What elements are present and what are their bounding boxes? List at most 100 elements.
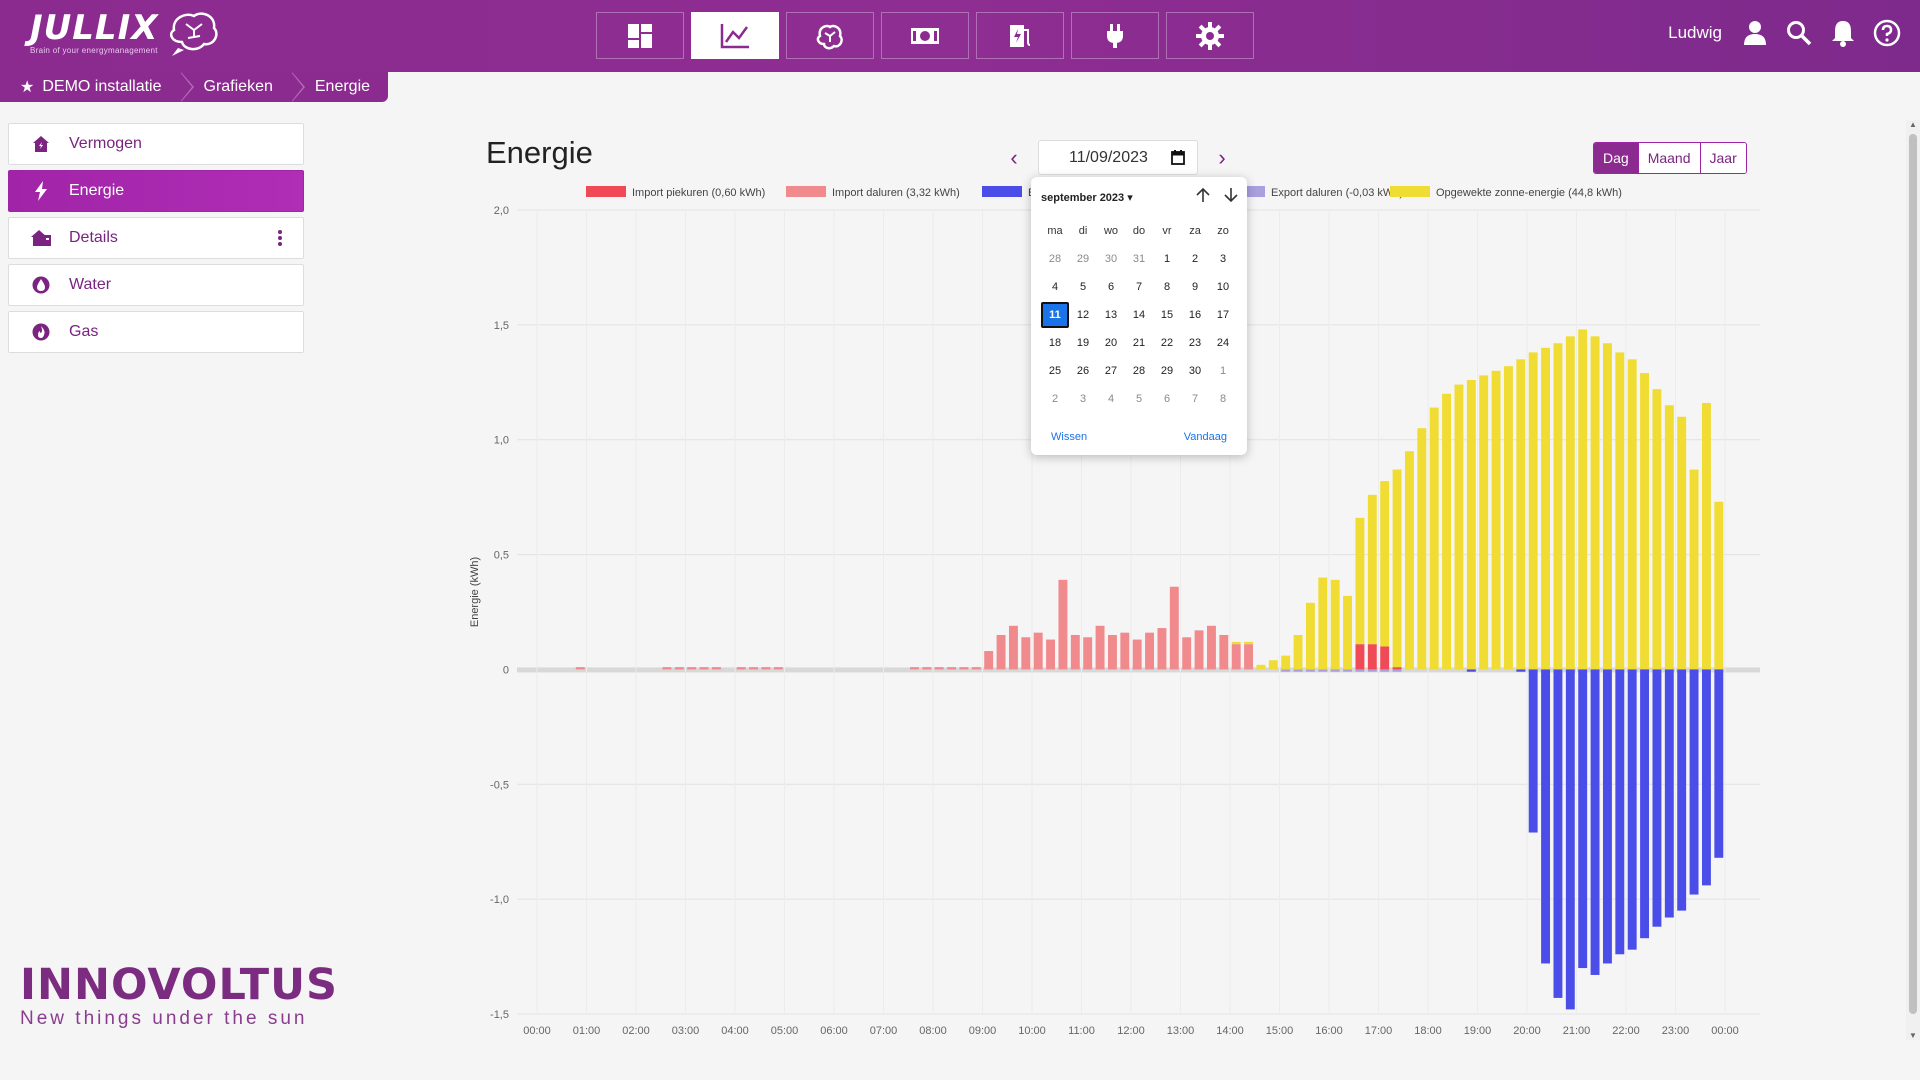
sidebar-item-water[interactable]: Water [8, 264, 304, 306]
chart-bar-opgewekte-zonne-energie[interactable] [1244, 641, 1254, 645]
chart-bar-opgewekte-zonne-energie[interactable] [1553, 343, 1563, 670]
chart-bar-import-daluren[interactable] [1145, 632, 1155, 670]
chart-bar-import-daluren[interactable] [736, 667, 746, 670]
help-icon[interactable] [1872, 18, 1902, 48]
chart-bar-opgewekte-zonne-energie[interactable] [1541, 347, 1551, 670]
chart-bar-opgewekte-zonne-energie[interactable] [1503, 366, 1513, 670]
chart-bar-import-daluren[interactable] [575, 667, 585, 670]
legend-label[interactable]: Export daluren (-0,03 kWh) [1271, 187, 1403, 199]
chart-bar-import-daluren[interactable] [959, 667, 969, 670]
chart-bar-export-daluren[interactable] [1293, 669, 1303, 672]
chart-bar-opgewekte-zonne-energie[interactable] [1281, 655, 1291, 670]
calendar-day[interactable]: 5 [1135, 393, 1143, 405]
calendar-day[interactable]: 30 [1104, 253, 1118, 265]
search-icon[interactable] [1784, 18, 1814, 48]
chart-bar-opgewekte-zonne-energie[interactable] [1578, 329, 1588, 670]
chart-bar-import-daluren[interactable] [674, 667, 684, 670]
scrollbar[interactable]: ▲ ▼ [1906, 120, 1920, 1040]
calendar-day[interactable]: 20 [1104, 337, 1118, 349]
chart-bar-export-piekuren[interactable] [1602, 669, 1612, 964]
calendar-day[interactable]: 10 [1216, 281, 1230, 293]
chart-bar-export-daluren[interactable] [1380, 669, 1390, 672]
calendar-icon[interactable] [1171, 150, 1185, 170]
chart-bar-import-daluren[interactable] [1231, 644, 1241, 670]
chart-bar-opgewekte-zonne-energie[interactable] [1404, 451, 1414, 670]
chart-bar-export-piekuren[interactable] [1677, 669, 1687, 911]
chart-bar-export-daluren[interactable] [1281, 669, 1291, 672]
chart-bar-export-daluren[interactable] [1305, 669, 1315, 672]
calendar-day[interactable]: 18 [1048, 337, 1062, 349]
chart-bar-import-daluren[interactable] [1157, 628, 1167, 670]
chart-bar-opgewekte-zonne-energie[interactable] [1392, 469, 1402, 668]
chart-bar-opgewekte-zonne-energie[interactable] [1479, 375, 1489, 670]
period-month-button[interactable]: Maand [1637, 143, 1700, 173]
chart-bar-import-daluren[interactable] [1107, 634, 1117, 670]
chart-bar-import-daluren[interactable] [1033, 632, 1043, 670]
chart-bar-export-piekuren[interactable] [1590, 669, 1600, 975]
chart-bar-import-piekuren[interactable] [1355, 644, 1365, 670]
calendar-day[interactable]: 7 [1191, 393, 1199, 405]
chart-bar-import-daluren[interactable] [1058, 579, 1068, 670]
chart-bar-opgewekte-zonne-energie[interactable] [1466, 379, 1476, 670]
chart-bar-import-daluren[interactable] [971, 667, 981, 670]
chart-bar-opgewekte-zonne-energie[interactable] [1602, 343, 1612, 670]
nav-settings[interactable] [1166, 12, 1254, 59]
chart-bar-import-daluren[interactable] [922, 667, 932, 670]
chart-bar-import-daluren[interactable] [699, 667, 709, 670]
chart-bar-import-daluren[interactable] [1182, 637, 1192, 670]
chart-bar-import-daluren[interactable] [1008, 625, 1018, 670]
chart-bar-opgewekte-zonne-energie[interactable] [1652, 389, 1662, 670]
chart-bar-opgewekte-zonne-energie[interactable] [1293, 634, 1303, 670]
chart-bar-opgewekte-zonne-energie[interactable] [1714, 501, 1724, 670]
calendar-day[interactable]: 11 [1041, 302, 1069, 328]
chart-bar-export-piekuren[interactable] [1689, 669, 1699, 895]
calendar-day[interactable]: 29 [1160, 365, 1174, 377]
chart-bar-import-daluren[interactable] [1083, 637, 1093, 670]
calendar-day[interactable]: 8 [1163, 281, 1171, 293]
legend-label[interactable]: Import piekuren (0,60 kWh) [632, 187, 765, 199]
chart-bar-import-piekuren[interactable] [1392, 667, 1402, 670]
chart-bar-opgewekte-zonne-energie[interactable] [1256, 664, 1266, 670]
chart-bar-opgewekte-zonne-energie[interactable] [1689, 469, 1699, 670]
chart-bar-opgewekte-zonne-energie[interactable] [1442, 393, 1452, 670]
chart-bar-export-piekuren[interactable] [1640, 669, 1650, 939]
chart-bar-opgewekte-zonne-energie[interactable] [1454, 384, 1464, 670]
calendar-day[interactable]: 23 [1188, 337, 1202, 349]
chart-bar-import-daluren[interactable] [1194, 630, 1204, 670]
jullix-logo[interactable]: JULLIX Brain of your energymanagement [30, 8, 218, 56]
calendar-day[interactable]: 25 [1048, 365, 1062, 377]
chart-bar-export-piekuren[interactable] [1565, 669, 1575, 1010]
chart-bar-export-piekuren[interactable] [1516, 669, 1526, 672]
chart-bar-export-piekuren[interactable] [1541, 669, 1551, 964]
nav-charts[interactable] [691, 12, 779, 59]
calendar-day[interactable]: 8 [1219, 393, 1227, 405]
calendar-day[interactable]: 28 [1132, 365, 1146, 377]
chart-bar-export-piekuren[interactable] [1664, 669, 1674, 918]
month-selector[interactable]: september 2023 ▾ [1041, 191, 1133, 204]
legend-swatch[interactable] [786, 186, 826, 197]
nav-charging[interactable] [976, 12, 1064, 59]
energy-chart[interactable]: 2,0 1,5 1,0 0,5 0 -0,5 -1,0 -1,5 00:00 01:00 02:00… [460, 180, 1780, 1050]
chart-bar-opgewekte-zonne-energie[interactable] [1318, 577, 1328, 670]
sidebar-item-vermogen[interactable]: Vermogen [8, 123, 304, 165]
chart-bar-import-daluren[interactable] [1095, 625, 1105, 670]
calendar-day[interactable]: 3 [1219, 253, 1227, 265]
sidebar-item-gas[interactable]: Gas [8, 311, 304, 353]
nav-plug[interactable] [1071, 12, 1159, 59]
calendar-day[interactable]: 13 [1104, 309, 1118, 321]
chart-bar-import-daluren[interactable] [1244, 644, 1254, 670]
calendar-day[interactable]: 1 [1219, 365, 1227, 377]
chart-bar-opgewekte-zonne-energie[interactable] [1677, 416, 1687, 670]
calendar-day[interactable]: 5 [1079, 281, 1087, 293]
chart-bar-export-daluren[interactable] [1355, 669, 1365, 672]
calendar-day[interactable]: 2 [1051, 393, 1059, 405]
chart-bar-opgewekte-zonne-energie[interactable] [1305, 602, 1315, 670]
chart-bar-export-daluren[interactable] [1318, 669, 1328, 672]
calendar-day[interactable]: 22 [1160, 337, 1174, 349]
chart-bar-opgewekte-zonne-energie[interactable] [1355, 517, 1365, 645]
sidebar-item-details[interactable]: Details [8, 217, 304, 259]
chart-bar-export-daluren[interactable] [1392, 669, 1402, 672]
chart-bar-import-daluren[interactable] [711, 667, 721, 670]
calendar-day[interactable]: 6 [1163, 393, 1171, 405]
prev-day-button[interactable]: ‹ [1010, 144, 1018, 170]
